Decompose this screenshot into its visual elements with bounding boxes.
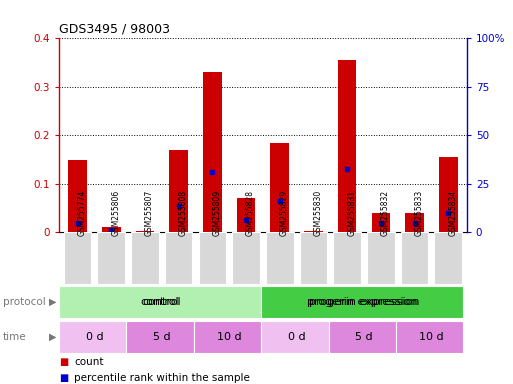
Bar bbox=[203, 72, 222, 232]
Text: count: count bbox=[74, 357, 104, 367]
FancyBboxPatch shape bbox=[300, 232, 327, 284]
Bar bbox=[405, 213, 424, 232]
Text: percentile rank within the sample: percentile rank within the sample bbox=[74, 373, 250, 383]
Text: GSM255806: GSM255806 bbox=[111, 190, 120, 237]
FancyBboxPatch shape bbox=[97, 232, 125, 284]
Text: GSM255832: GSM255832 bbox=[381, 190, 390, 237]
FancyBboxPatch shape bbox=[165, 232, 192, 284]
Text: GSM255828: GSM255828 bbox=[246, 190, 255, 237]
Bar bbox=[439, 157, 458, 232]
Text: ▶: ▶ bbox=[49, 332, 56, 342]
Text: GSM255830: GSM255830 bbox=[313, 190, 323, 237]
FancyBboxPatch shape bbox=[199, 232, 226, 284]
Text: progerin expression: progerin expression bbox=[307, 297, 418, 307]
Text: GSM255809: GSM255809 bbox=[212, 190, 221, 237]
FancyBboxPatch shape bbox=[126, 321, 194, 353]
Bar bbox=[102, 227, 121, 232]
FancyBboxPatch shape bbox=[194, 321, 261, 353]
FancyBboxPatch shape bbox=[59, 286, 261, 318]
Bar bbox=[68, 160, 87, 232]
FancyBboxPatch shape bbox=[329, 321, 396, 353]
Bar bbox=[169, 150, 188, 232]
FancyBboxPatch shape bbox=[232, 232, 260, 284]
FancyBboxPatch shape bbox=[435, 232, 462, 284]
Text: GSM255807: GSM255807 bbox=[145, 190, 154, 237]
Bar bbox=[135, 231, 154, 232]
FancyBboxPatch shape bbox=[396, 321, 463, 353]
Text: GSM255831: GSM255831 bbox=[347, 190, 356, 237]
FancyBboxPatch shape bbox=[401, 232, 428, 284]
Bar bbox=[237, 199, 255, 232]
FancyBboxPatch shape bbox=[333, 232, 361, 284]
FancyBboxPatch shape bbox=[131, 232, 159, 284]
Bar bbox=[338, 60, 357, 232]
Text: 5 d: 5 d bbox=[355, 332, 373, 342]
Text: time: time bbox=[3, 332, 26, 342]
FancyBboxPatch shape bbox=[367, 232, 394, 284]
FancyBboxPatch shape bbox=[266, 232, 293, 284]
Text: ▶: ▶ bbox=[49, 297, 56, 307]
Text: GSM255774: GSM255774 bbox=[77, 190, 87, 237]
FancyBboxPatch shape bbox=[261, 321, 329, 353]
Text: 10 d: 10 d bbox=[217, 332, 242, 342]
Text: control: control bbox=[141, 297, 180, 307]
Text: GSM255834: GSM255834 bbox=[448, 190, 457, 237]
Text: GDS3495 / 98003: GDS3495 / 98003 bbox=[59, 23, 170, 36]
Text: GSM255829: GSM255829 bbox=[280, 190, 289, 237]
Text: control: control bbox=[143, 297, 181, 307]
Text: 5 d: 5 d bbox=[153, 332, 171, 342]
Text: 0 d: 0 d bbox=[86, 332, 103, 342]
FancyBboxPatch shape bbox=[64, 232, 91, 284]
Text: progerin expression: progerin expression bbox=[309, 297, 419, 307]
Text: 10 d: 10 d bbox=[419, 332, 444, 342]
Text: ■: ■ bbox=[59, 357, 68, 367]
Text: protocol: protocol bbox=[3, 297, 45, 307]
FancyBboxPatch shape bbox=[59, 321, 126, 353]
Bar bbox=[270, 142, 289, 232]
Text: GSM255833: GSM255833 bbox=[415, 190, 424, 237]
Text: 0 d: 0 d bbox=[288, 332, 305, 342]
Text: GSM255808: GSM255808 bbox=[179, 190, 188, 237]
Text: ■: ■ bbox=[59, 373, 68, 383]
Bar bbox=[304, 231, 323, 232]
Bar bbox=[371, 213, 390, 232]
FancyBboxPatch shape bbox=[261, 286, 463, 318]
